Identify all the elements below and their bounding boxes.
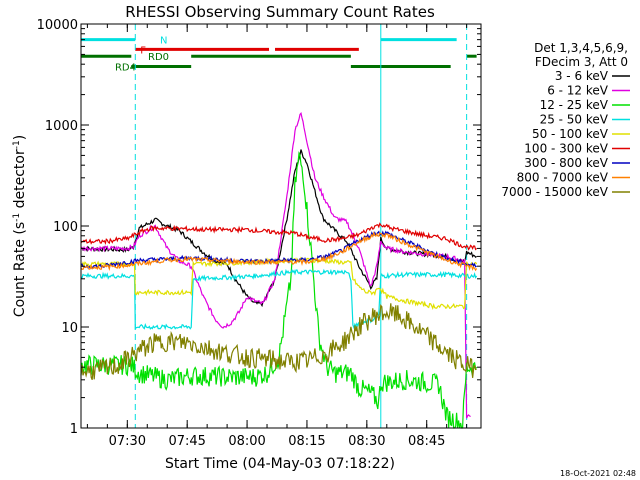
legend-label: 6 - 12 keV — [547, 84, 609, 98]
series-line-2 — [80, 151, 478, 429]
series-line-4 — [80, 256, 478, 310]
legend-label: 300 - 800 keV — [524, 156, 608, 170]
y-tick-label: 1000 — [45, 119, 78, 134]
flag-label-f: F — [140, 45, 146, 56]
legend-label: 3 - 6 keV — [555, 69, 609, 83]
x-axis-label: Start Time (04-May-03 07:18:22) — [165, 456, 395, 472]
y-axis-label-end: ) — [12, 135, 28, 140]
legend-label: 50 - 100 keV — [532, 127, 609, 141]
y-axis-ticks: 1 10 100 1000 10000 — [37, 18, 481, 437]
x-tick-label: 08:00 — [228, 434, 265, 449]
timestamp: 18-Oct-2021 02:48 — [560, 469, 636, 478]
y-tick-label: 10000 — [37, 18, 78, 33]
x-tick-label: 08:45 — [408, 434, 445, 449]
y-axis-label-mid: detector — [12, 149, 28, 213]
y-tick-label: 1 — [70, 422, 78, 437]
y-tick-label: 100 — [53, 220, 78, 235]
series-line-0 — [80, 149, 477, 308]
series-line-7 — [80, 231, 478, 272]
y-axis-label-sup2: -1 — [12, 140, 22, 149]
legend-label: 7000 - 15000 keV — [501, 185, 608, 199]
chart-title: RHESSI Observing Summary Count Rates — [125, 3, 435, 21]
series-line-5 — [80, 222, 478, 251]
y-axis-label-sup1: -1 — [12, 213, 22, 222]
flag-label-rd4: RD4 — [115, 62, 136, 73]
legend-header-2: FDecim 3, Att 0 — [535, 55, 628, 69]
series-line-3 — [80, 268, 478, 331]
y-axis-label-main: Count Rate (s — [12, 222, 28, 317]
attenuator-markers — [80, 24, 468, 428]
y-tick-label: 10 — [61, 321, 78, 336]
legend-label: 12 - 25 keV — [540, 98, 609, 112]
flag-label-rd0: RD0 — [148, 52, 169, 63]
series-line-8 — [80, 303, 477, 381]
legend-header-1: Det 1,3,4,5,6,9, — [534, 41, 628, 55]
x-tick-label: 08:30 — [348, 434, 385, 449]
y-axis-label: Count Rate (s-1 detector-1) — [12, 135, 28, 317]
x-tick-label: 07:30 — [109, 434, 146, 449]
legend-label: 800 - 7000 keV — [517, 171, 609, 185]
flag-label-n: N — [160, 36, 167, 47]
series-lines — [80, 112, 478, 429]
x-tick-label: 08:15 — [288, 434, 325, 449]
x-tick-label: 07:45 — [168, 434, 205, 449]
series-line-1 — [80, 112, 471, 419]
legend: Det 1,3,4,5,6,9, FDecim 3, Att 0 3 - 6 k… — [501, 41, 630, 199]
legend-label: 100 - 300 keV — [524, 142, 608, 156]
x-axis-ticks: 07:30 07:45 08:00 08:15 08:30 08:45 — [86, 24, 468, 449]
legend-label: 25 - 50 keV — [540, 113, 609, 127]
